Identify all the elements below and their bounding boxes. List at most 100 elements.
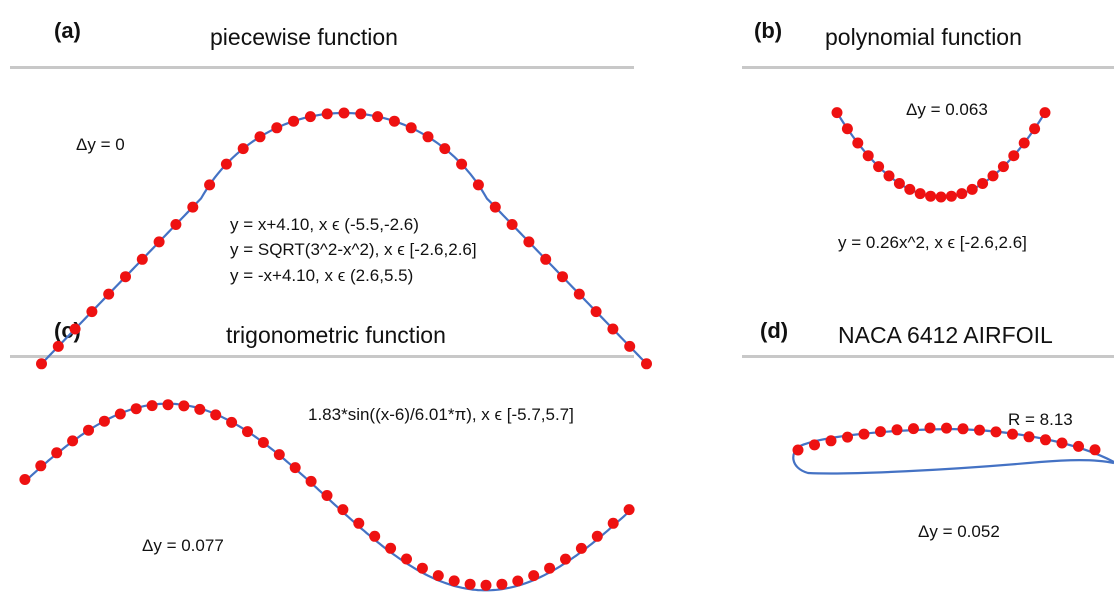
panel-d-sample-point [1040,434,1051,446]
panel-a-sample-point [573,288,585,300]
panel-d-delta-y: Δy = 0.052 [918,522,1000,541]
panel-d-sample-point [875,426,886,438]
panel-d-sample-point [941,422,952,434]
panel-b-sample-point [904,183,916,195]
panel-c-sample-point [130,403,142,415]
panel-b-plot [831,107,1051,203]
panel-a-sample-point [557,271,568,283]
panel-c-sample-point [98,415,110,427]
panel-b-sample-point [1008,150,1020,162]
panel-b-sample-point [956,188,968,200]
panel-b-sample-point [831,107,843,119]
panel-c-sample-point [401,553,412,565]
panel-c-sample-point [528,570,540,582]
panel-c-sample-point [51,447,63,459]
panel-d-airfoil-outline [792,427,1114,475]
panel-b-divider [742,66,1114,69]
panel-c-sample-point [305,475,317,487]
panel-c-sample-point [114,408,126,420]
panel-c-sample-point [162,399,174,411]
panel-d-sample-point [891,424,903,436]
panel-c-sample-point [35,460,47,472]
panel-b-sample-point [873,161,885,173]
panel-a-delta-y: Δy = 0 [76,135,125,154]
panel-c-equation: 1.83*sin((x-6)/6.01*π), x ϵ [-5.7,5.7] [308,405,574,424]
panel-a-sample-point [624,340,636,352]
panel-b-sample-point [997,161,1009,173]
panel-c-title: trigonometric function [226,322,446,348]
panel-b-sample-point [935,191,947,203]
panel-a-sample-point [103,288,115,300]
panel-b-sample-point [862,150,874,162]
panel-a-sample-point [590,306,602,318]
panel-c-divider [10,355,634,358]
panel-c-sample-point [591,530,603,542]
panel-a-sample-point [321,108,333,120]
panel-a-sample-point [489,201,501,213]
panel-c-sample-point [321,490,333,501]
panel-b-sample-point [1039,107,1051,119]
panel-c-sample-point [575,542,587,554]
panel-a-sample-point [506,219,518,230]
panel-a-equation-2: y = SQRT(3^2-x^2), x ϵ [-2.6,2.6] [230,240,477,259]
panel-b-equation: y = 0.26x^2, x ϵ [-2.6,2.6] [838,233,1027,252]
panel-c-sample-point [544,562,556,574]
panel-b-sample-point [945,190,957,202]
panel-a-title: piecewise function [210,24,398,50]
panel-a-sample-point [540,253,552,265]
panel-b-sample-point [1018,137,1030,149]
panel-a-sample-point [120,271,131,283]
panel-a-sample-point [472,179,484,191]
panel-a-sample-point [422,131,434,143]
panel-c-sample-point [480,579,492,591]
panel-c-sample-point [178,400,190,412]
panel-c-sample-point [496,578,508,590]
panel-b-sample-point [925,190,937,202]
panel-d-sample-point [1089,444,1101,456]
panel-d-radius: R = 8.13 [1008,410,1073,429]
panel-a-sample-point [388,115,400,127]
panel-d-plot [792,422,1114,475]
panel-c-sample-point [385,542,397,554]
panel-b-sample-point [841,123,853,135]
panel-d-sample-point [974,424,985,436]
panel-a-sample-point [523,236,535,248]
panel-d-sample-point [858,428,870,440]
panel-c-sample-point [369,530,381,542]
panel-b-sample-point [977,178,989,189]
panel-a-sample-point [52,340,64,352]
panel-c-sample-point [512,575,524,587]
panel-a-sample-point [136,253,148,265]
panel-a-equation-1: y = x+4.10, x ϵ (-5.5,-2.6) [230,215,419,234]
panel-b-sample-point [914,188,926,200]
panel-c-sample-point [19,474,31,485]
panel-a-sample-point [237,143,249,155]
panel-a-sample-point [170,219,182,230]
panel-b-sample-point [852,137,864,149]
panel-a-plot [36,107,652,370]
panel-c-sample-point [194,403,206,415]
panel-b-sample-point [966,183,978,195]
panel-a-sample-point [456,158,468,170]
panel-a-sample-point [405,122,417,134]
panel-d-sample-point [908,423,919,435]
panel-a-sample-point [254,131,266,143]
panel-a-sample-point [355,108,367,120]
panel-a-sample-point [204,179,216,191]
panel-c-plot [19,399,635,592]
panel-a-sample-point [288,115,300,127]
panel-c-sample-point [623,504,635,516]
panel-a-sample-point [36,358,47,370]
panel-c-sample-point [607,517,619,529]
panel-a-equation-3: y = -x+4.10, x ϵ (2.6,5.5) [230,266,414,285]
panel-b-letter: (b) [754,18,783,43]
panel-a-sample-point [338,107,350,119]
panel-d-divider [742,355,1114,358]
panel-c-sample-point [273,449,285,461]
panel-c-sample-point [464,578,476,590]
panel-a-letter: (a) [54,18,81,43]
panel-a-sample-point [86,306,98,318]
panel-d-title: NACA 6412 AIRFOIL [838,322,1053,348]
panel-c-sample-point [67,435,79,447]
